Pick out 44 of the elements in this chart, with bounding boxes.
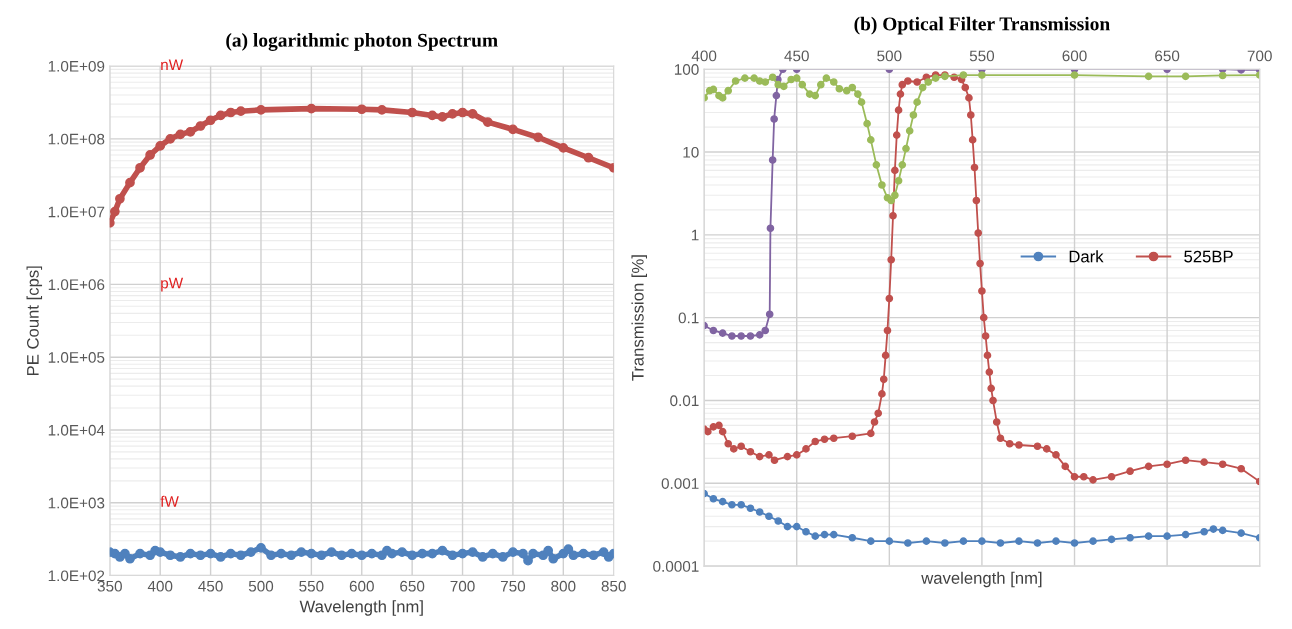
x-tick-label: 500 [248, 580, 274, 592]
chart-title: (a) logarithmic photon Spectrum [226, 33, 498, 51]
x-tick-label: 550 [299, 580, 324, 592]
y-axis-title: PE Count [cps] [26, 266, 43, 375]
x-tick-label: 600 [349, 580, 374, 592]
y-tick-label: 1.0E+08 [48, 133, 105, 145]
annotation: pW [161, 277, 184, 292]
annotation: fW [160, 495, 179, 507]
x-axis-title: Wavelength [nm] [299, 600, 423, 616]
y-tick-label: 100 [674, 64, 699, 75]
y-tick-label: 1.0E+06 [48, 279, 105, 291]
y-tick-label: 0.1 [678, 312, 699, 324]
y-tick-label: 1 [691, 229, 699, 241]
x-tick-label: 850 [601, 580, 626, 592]
legend-label: 525BP [1184, 250, 1233, 263]
y-tick-label: 1.0E+05 [48, 352, 105, 363]
x2-tick-label: 600 [1062, 50, 1087, 62]
x-tick-label: 700 [450, 580, 475, 592]
x2-tick-label: 550 [969, 50, 995, 62]
x2-tick-label: 500 [877, 50, 902, 62]
x2-tick-label: 650 [1155, 50, 1180, 62]
x-tick-label: 750 [500, 580, 526, 592]
y-tick-label: 0.001 [661, 478, 699, 489]
y-tick-label: 1.0E+07 [48, 206, 105, 218]
x-tick-label: 800 [551, 580, 576, 592]
y-tick-label: 1.0E+09 [48, 60, 105, 72]
x-tick-label: 350 [97, 580, 122, 592]
chart-title: (b) Optical Filter Transmission [854, 16, 1110, 35]
y-tick-label: 10 [683, 146, 699, 158]
legend-label: Dark [1069, 250, 1104, 263]
y-tick-label: 1.0E+03 [48, 497, 105, 509]
x-tick-label: 650 [400, 580, 425, 592]
x2-tick-label: 450 [784, 50, 809, 62]
annotation: nW [161, 59, 184, 70]
y-tick-label: 0.0001 [653, 560, 699, 572]
y-tick-label: 0.01 [670, 395, 699, 407]
y-tick-label: 1.0E+04 [48, 424, 105, 436]
y-axis-title: Transmission [%] [631, 255, 647, 381]
x-tick-label: 450 [198, 580, 223, 592]
x-tick-label: 400 [147, 580, 173, 592]
x-axis-title: wavelength [nm] [921, 571, 1042, 588]
x2-tick-label: 700 [1247, 50, 1272, 62]
y-tick-label: 1.0E+02 [48, 570, 105, 582]
x2-tick-label: 400 [691, 50, 717, 62]
